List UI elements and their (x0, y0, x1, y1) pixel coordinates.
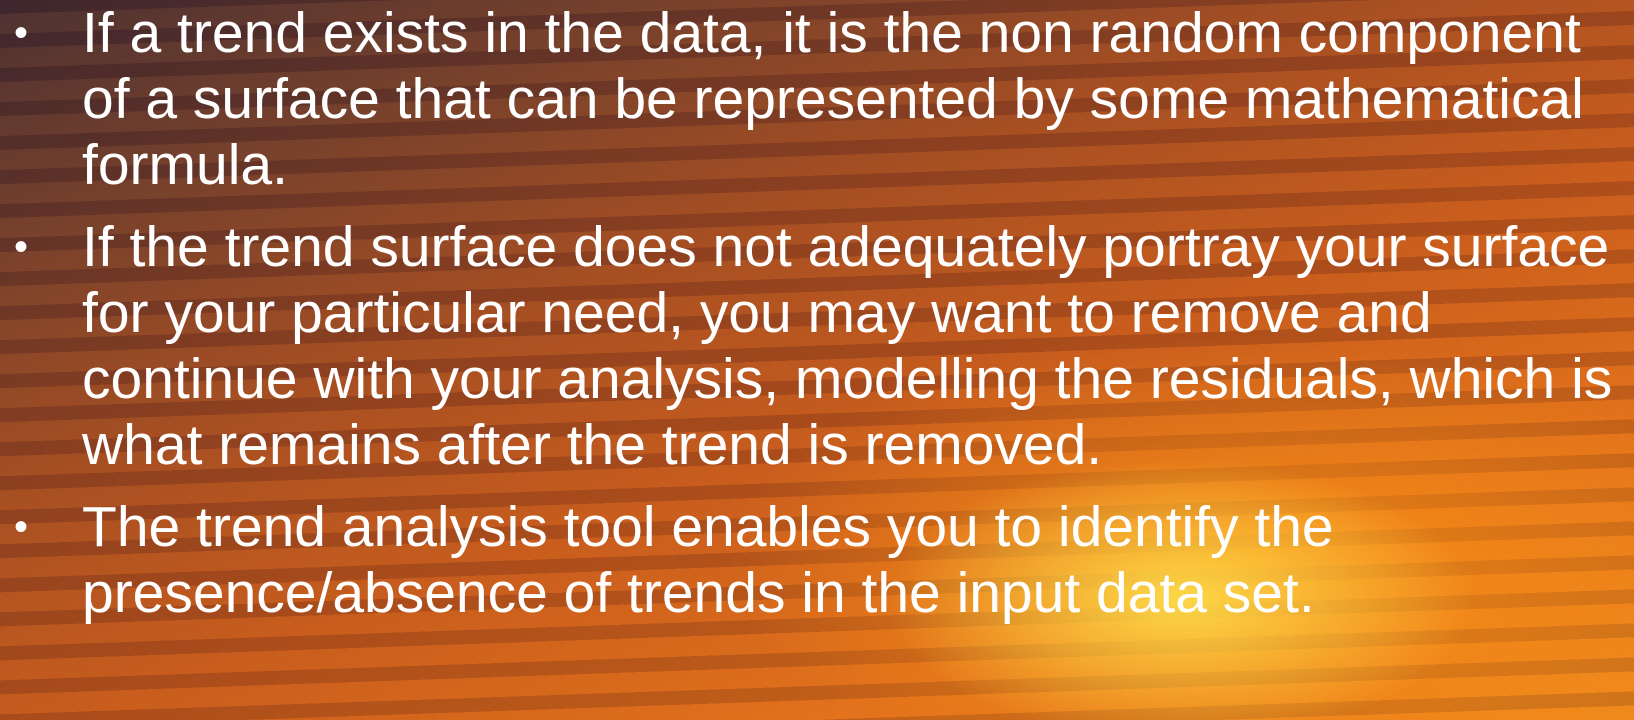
bullet-item: • The trend analysis tool enables you to … (0, 494, 1627, 626)
bullet-dot: • (14, 11, 29, 55)
bullet-text: If the trend surface does not adequately… (82, 215, 1613, 477)
bullet-list: • If a trend exists in the data, it is th… (0, 0, 1627, 642)
bullet-item: • If the trend surface does not adequatel… (0, 214, 1627, 478)
bullet-dot: • (14, 225, 29, 269)
bullet-dot: • (14, 505, 29, 549)
bullet-text: If a trend exists in the data, it is the… (82, 1, 1584, 197)
bullet-text: The trend analysis tool enables you to i… (82, 495, 1334, 625)
bullet-item: • If a trend exists in the data, it is th… (0, 0, 1627, 198)
